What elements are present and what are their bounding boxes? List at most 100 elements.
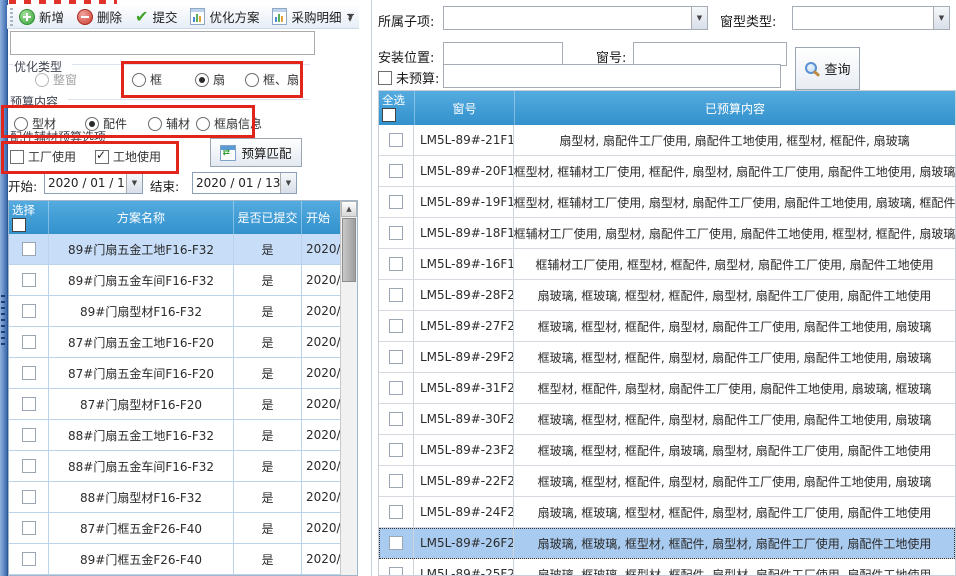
row-checkbox[interactable]: [389, 133, 403, 147]
plan-table-row[interactable]: 89#门扇五金工地F16-F32 是 2020/0: [9, 234, 357, 265]
row-checkbox[interactable]: [389, 567, 403, 575]
budget-table-row[interactable]: LM5L-89#-21F19 扇型材, 扇配件工厂使用, 扇配件工地使用, 框型…: [379, 125, 955, 156]
radio-option-frame[interactable]: 框: [132, 71, 162, 88]
radio-option-frame-sash-info[interactable]: 框扇信息: [196, 115, 262, 132]
radio-option-frame-sash[interactable]: 框、扇: [245, 71, 299, 88]
date-start-picker[interactable]: 2020 / 01 / 1 ▼: [44, 172, 143, 194]
budget-table-row[interactable]: LM5L-89#-20F18 框型材, 框辅材工厂使用, 框配件, 扇型材, 扇…: [379, 156, 955, 187]
row-checkbox[interactable]: [21, 459, 36, 473]
radio-label: 框、扇: [263, 73, 300, 87]
optimize-plan-button[interactable]: 优化方案: [190, 7, 259, 26]
budget-content-column-header[interactable]: 已预算内容: [514, 91, 955, 125]
window-no-input[interactable]: [633, 42, 787, 66]
budget-table-row[interactable]: LM5L-89#-18F16 框辅材工厂使用, 扇型材, 扇配件工厂使用, 扇配…: [379, 218, 955, 249]
radio-icon: [132, 72, 146, 87]
budget-table-row[interactable]: LM5L-89#-31F29 框型材, 框配件, 扇型材, 扇配件工厂使用, 扇…: [379, 373, 955, 404]
row-checkbox[interactable]: [389, 412, 403, 426]
row-checkbox[interactable]: [389, 474, 403, 488]
add-button[interactable]: 新增: [19, 7, 64, 26]
budget-table-row[interactable]: LM5L-89#-22F20 框玻璃, 框型材, 框配件, 扇型材, 扇配件工厂…: [379, 466, 955, 497]
scroll-up-arrow-icon[interactable]: ▲: [341, 201, 357, 217]
row-checkbox[interactable]: [21, 242, 36, 256]
toolbar-overflow-button[interactable]: ▾: [346, 13, 354, 24]
row-checkbox[interactable]: [21, 428, 36, 442]
submit-button[interactable]: ✔ 提交: [135, 7, 177, 26]
plan-name-column-header[interactable]: 方案名称: [49, 201, 234, 234]
select-all-checkbox[interactable]: [382, 108, 396, 122]
radio-icon: [148, 116, 162, 131]
dock-strip[interactable]: [0, 0, 8, 576]
window-no-column-header[interactable]: 窗号: [414, 91, 514, 125]
budget-match-button[interactable]: 预算匹配: [210, 138, 302, 167]
budget-table-row[interactable]: LM5L-89#-25F23 扇玻璃, 框玻璃, 框型材, 框配件, 扇型材, …: [379, 559, 955, 575]
no-budget-checkbox-option[interactable]: 未预算:: [378, 68, 439, 87]
toolbar-grip[interactable]: [10, 8, 13, 26]
radio-option-auxiliary[interactable]: 辅材: [148, 115, 190, 132]
row-checkbox[interactable]: [21, 521, 36, 535]
checkbox-site-use[interactable]: 工地使用: [95, 148, 161, 165]
row-checkbox[interactable]: [389, 350, 403, 364]
plan-table-row[interactable]: 87#门框五金F26-F40 是 2020/0: [9, 513, 357, 544]
plan-table-row[interactable]: 87#门扇型材F16-F20 是 2020/0: [9, 389, 357, 420]
checkbox-factory-use[interactable]: 工厂使用: [10, 148, 76, 165]
purchase-detail-button[interactable]: 采购明细 ▼: [272, 7, 354, 26]
plan-table-row[interactable]: 89#门扇型材F16-F32 是 2020/0: [9, 296, 357, 327]
row-checkbox[interactable]: [389, 443, 403, 457]
chevron-down-icon[interactable]: ▼: [280, 173, 296, 193]
budget-table-row[interactable]: LM5L-89#-19F17 框型材, 框辅材工厂使用, 扇型材, 扇配件工厂使…: [379, 187, 955, 218]
date-end-picker[interactable]: 2020 / 01 / 13 ▼: [192, 172, 297, 194]
radio-option-whole-window[interactable]: 整窗: [35, 71, 77, 88]
row-checkbox[interactable]: [389, 226, 403, 240]
row-checkbox[interactable]: [21, 304, 36, 318]
budget-table-row[interactable]: LM5L-89#-16F15 框辅材工厂使用, 框型材, 框配件, 扇型材, 扇…: [379, 249, 955, 280]
row-checkbox[interactable]: [21, 397, 36, 411]
budget-table-row[interactable]: LM5L-89#-26F24 扇玻璃, 框玻璃, 框型材, 框配件, 扇型材, …: [379, 528, 955, 559]
window-type-select[interactable]: ▼: [792, 6, 950, 30]
row-checkbox[interactable]: [21, 335, 36, 349]
plan-table-row[interactable]: 88#门扇型材F16-F32 是 2020/0: [9, 482, 357, 513]
budget-table-row[interactable]: LM5L-89#-28F26 扇玻璃, 框玻璃, 框型材, 框配件, 扇型材, …: [379, 280, 955, 311]
row-checkbox[interactable]: [389, 288, 403, 302]
plan-table-row[interactable]: 89#门扇五金车间F16-F32 是 2020/0: [9, 265, 357, 296]
sub-item-select[interactable]: ▼: [443, 6, 708, 30]
radio-option-sash[interactable]: 扇: [195, 71, 225, 88]
plan-table-row[interactable]: 88#门扇五金车间F16-F32 是 2020/0: [9, 451, 357, 482]
delete-button[interactable]: 删除: [77, 7, 122, 26]
row-checkbox[interactable]: [21, 273, 36, 287]
dock-grip-handle[interactable]: [1, 295, 5, 347]
chevron-down-icon[interactable]: ▼: [347, 12, 354, 21]
select-all-checkbox[interactable]: [12, 218, 26, 232]
submitted-column-header[interactable]: 是否已提交: [234, 201, 302, 234]
row-checkbox[interactable]: [389, 257, 403, 271]
query-button[interactable]: 查询: [795, 47, 860, 90]
budget-table-row[interactable]: LM5L-89#-27F25 框玻璃, 框型材, 框配件, 扇型材, 扇配件工厂…: [379, 311, 955, 342]
radio-option-profile[interactable]: 型材: [14, 115, 56, 132]
plan-search-input[interactable]: [10, 31, 315, 55]
row-checkbox[interactable]: [389, 536, 403, 550]
budget-table-row[interactable]: LM5L-89#-23F21 框玻璃, 框型材, 框配件, 扇玻璃, 扇型材, …: [379, 435, 955, 466]
row-checkbox[interactable]: [389, 164, 403, 178]
budget-table-row[interactable]: LM5L-89#-24F22 扇玻璃, 框玻璃, 框型材, 框配件, 扇型材, …: [379, 497, 955, 528]
row-checkbox[interactable]: [21, 552, 36, 566]
no-budget-input[interactable]: [443, 64, 781, 88]
plan-table-row[interactable]: 88#门扇五金工地F16-F32 是 2020/0: [9, 420, 357, 451]
budget-table-row[interactable]: LM5L-89#-30F28 框玻璃, 框型材, 框配件, 扇型材, 扇配件工厂…: [379, 404, 955, 435]
row-checkbox[interactable]: [389, 381, 403, 395]
plan-table-row[interactable]: 87#门扇五金车间F16-F20 是 2020/0: [9, 358, 357, 389]
scrollbar-thumb[interactable]: [342, 218, 356, 282]
chevron-down-icon[interactable]: ▼: [126, 173, 142, 193]
budget-table-row[interactable]: LM5L-89#-29F27 框玻璃, 框型材, 框配件, 扇型材, 扇配件工厂…: [379, 342, 955, 373]
row-checkbox[interactable]: [389, 195, 403, 209]
plan-table-row[interactable]: 89#门框五金F26-F40 是 2020/0: [9, 544, 357, 575]
chevron-down-icon[interactable]: ▼: [691, 7, 707, 29]
install-position-input[interactable]: [443, 42, 563, 66]
plan-table-scrollbar[interactable]: ▲: [340, 201, 357, 575]
plan-table-row[interactable]: 87#门扇五金工地F16-F20 是 2020/0: [9, 327, 357, 358]
row-checkbox[interactable]: [389, 319, 403, 333]
radio-option-accessory[interactable]: 配件: [85, 115, 127, 132]
search-icon: [804, 61, 820, 77]
row-checkbox[interactable]: [21, 366, 36, 380]
row-checkbox[interactable]: [389, 505, 403, 519]
row-checkbox[interactable]: [21, 490, 36, 504]
chevron-down-icon[interactable]: ▼: [933, 7, 949, 29]
